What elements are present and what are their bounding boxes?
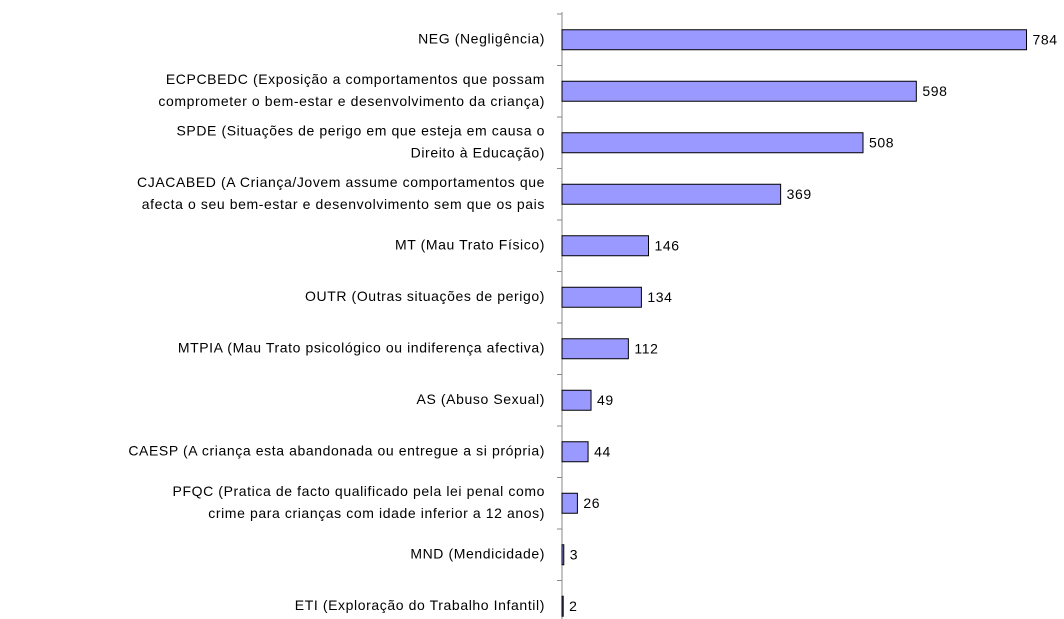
bar	[561, 544, 565, 566]
value-label: 369	[787, 186, 812, 202]
category-label: NEG (Negligência)	[418, 30, 545, 46]
value-label: 44	[594, 443, 611, 459]
category-label: MND (Mendicidade)	[410, 545, 545, 561]
category-label: ECPCBEDC (Exposição a comportamentos que…	[166, 71, 545, 87]
bar	[561, 80, 917, 102]
category-label: afecta o seu bem-estar e desenvolvimento…	[142, 196, 545, 212]
bar	[561, 235, 650, 257]
bar	[561, 492, 578, 514]
bar	[561, 595, 564, 617]
category-label: MTPIA (Mau Trato psicológico ou indifere…	[178, 339, 545, 355]
value-label: 26	[583, 495, 600, 511]
bar	[561, 183, 782, 205]
category-label: CJACABED (A Criança/Jovem assume comport…	[137, 174, 545, 190]
value-label: 134	[647, 289, 672, 305]
value-label: 112	[634, 340, 658, 356]
value-label: 508	[869, 134, 894, 150]
bar	[561, 441, 589, 463]
category-label: SPDE (Situações de perigo em que esteja …	[176, 122, 545, 138]
value-label: 49	[597, 392, 614, 408]
bar	[561, 29, 1028, 51]
category-label: MT (Mau Trato Físico)	[395, 236, 545, 252]
category-label: ETI (Exploração do Trabalho Infantil)	[295, 597, 545, 613]
category-label: Direito à Educação)	[411, 144, 545, 160]
bar	[561, 132, 864, 154]
category-label: comprometer o bem-estar e desenvolviment…	[158, 93, 545, 109]
category-label: AS (Abuso Sexual)	[417, 391, 545, 407]
category-label: PFQC (Pratica de facto qualificado pela …	[173, 483, 545, 499]
value-label: 784	[1033, 31, 1058, 47]
value-label: 2	[569, 598, 577, 614]
bar	[561, 286, 642, 308]
value-label: 598	[922, 83, 947, 99]
bar	[561, 389, 592, 411]
value-label: 146	[655, 237, 680, 253]
category-label: crime para crianças com idade inferior a…	[208, 505, 545, 521]
category-label: OUTR (Outras situações de perigo)	[305, 288, 545, 304]
category-label: CAESP (A criança esta abandonada ou entr…	[128, 442, 545, 458]
bar	[561, 338, 629, 360]
value-label: 3	[570, 546, 578, 562]
